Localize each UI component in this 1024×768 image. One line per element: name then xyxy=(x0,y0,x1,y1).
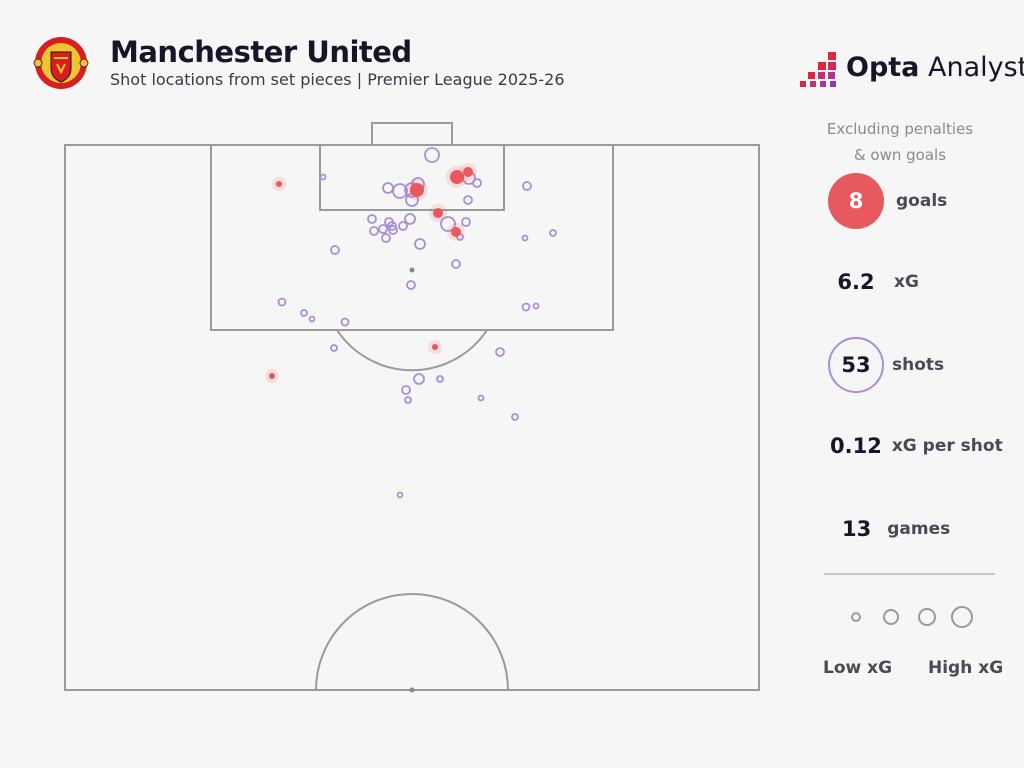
shots-value: 53 xyxy=(828,337,884,393)
goal-marker xyxy=(451,227,461,237)
shot-marker xyxy=(369,226,379,236)
pitch-outline xyxy=(64,144,760,691)
shot-marker xyxy=(463,195,473,205)
shot-marker xyxy=(387,221,397,231)
xg-per-shot-label: xG per shot xyxy=(891,436,1003,456)
shot-marker xyxy=(308,315,316,323)
shot-marker xyxy=(300,309,308,317)
shot-marker xyxy=(398,221,408,231)
shot-marker xyxy=(414,238,426,250)
six-yard-box xyxy=(319,144,505,211)
centre-circle xyxy=(315,593,509,691)
goals-value: 8 xyxy=(828,173,884,229)
shot-marker xyxy=(413,373,425,385)
shot-marker xyxy=(406,280,416,290)
goals-label: goals xyxy=(896,191,948,211)
shot-marker xyxy=(532,302,540,310)
shot-marker xyxy=(404,396,412,404)
shot-marker xyxy=(388,225,398,235)
shot-marker xyxy=(367,214,377,224)
centre-spot xyxy=(409,687,415,693)
shot-marker xyxy=(382,182,394,194)
stat-games: 13 games xyxy=(842,517,950,541)
goal-marker xyxy=(276,181,282,187)
opta-analyst-wordmark: Opta Analyst xyxy=(846,52,1024,83)
shot-marker xyxy=(549,229,557,237)
stats-divider xyxy=(824,573,995,575)
goal-marker xyxy=(450,170,464,184)
shot-marker xyxy=(451,259,461,269)
pitch-shot-map xyxy=(64,122,760,693)
shot-marker xyxy=(330,344,338,352)
shot-marker xyxy=(404,213,416,225)
shot-marker xyxy=(392,183,408,199)
shot-marker xyxy=(477,394,485,402)
xg-size-legend-icon xyxy=(851,606,973,628)
goal-marker xyxy=(463,167,473,177)
page-title: Manchester United xyxy=(110,35,412,69)
shot-marker xyxy=(521,302,531,312)
shot-marker xyxy=(511,413,519,421)
shot-marker xyxy=(472,178,482,188)
stat-xg: 6.2 xG xyxy=(836,270,919,294)
shot-marker xyxy=(319,173,327,181)
shot-marker xyxy=(522,181,532,191)
opta-pixel-logo-icon xyxy=(800,52,836,87)
penalty-arc xyxy=(336,329,488,372)
manchester-united-crest-icon xyxy=(33,37,89,89)
shot-marker xyxy=(521,234,529,242)
legend-high-xg: High xG xyxy=(928,658,1004,678)
penalty-box xyxy=(210,144,614,331)
shot-marker xyxy=(396,491,404,499)
shot-marker xyxy=(340,317,350,327)
shot-markers xyxy=(277,147,557,499)
shot-marker xyxy=(378,224,388,234)
games-value: 13 xyxy=(842,517,872,541)
stat-shots: 53 shots xyxy=(828,337,944,393)
shot-marker xyxy=(436,375,444,383)
goal-marker xyxy=(433,208,443,218)
shot-marker xyxy=(381,233,391,243)
games-label: games xyxy=(887,519,951,539)
stat-goals: 8 goals xyxy=(828,173,947,229)
xg-per-shot-value: 0.12 xyxy=(830,434,882,458)
goal-markers xyxy=(265,163,477,383)
stat-xg-per-shot: 0.12 xG per shot xyxy=(830,434,1003,458)
shot-marker xyxy=(495,347,505,357)
exclusion-note: Excluding penalties & own goals xyxy=(826,120,974,164)
xg-value: 6.2 xyxy=(837,270,875,294)
goal-marker xyxy=(269,373,275,379)
shot-marker xyxy=(330,245,340,255)
goal-marker xyxy=(432,344,438,350)
shots-label: shots xyxy=(892,355,945,375)
shot-marker xyxy=(424,147,440,163)
xg-label: xG xyxy=(894,272,919,292)
goal-marker xyxy=(410,183,424,197)
shot-marker xyxy=(401,385,411,395)
shot-marker xyxy=(440,216,456,232)
page-subtitle: Shot locations from set pieces | Premier… xyxy=(110,70,565,89)
legend-low-xg: Low xG xyxy=(823,658,893,678)
shot-marker xyxy=(461,217,471,227)
shot-marker xyxy=(277,297,287,307)
penalty-spot xyxy=(409,267,415,273)
goal xyxy=(371,122,453,146)
